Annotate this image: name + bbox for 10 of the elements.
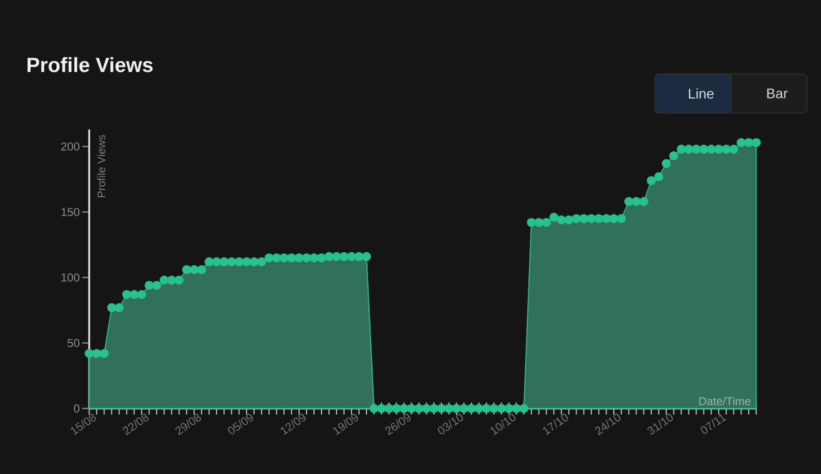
y-tick-label: 200: [61, 142, 80, 151]
y-tick-label: 100: [62, 273, 80, 282]
y-axis-title: Profile Views: [97, 135, 106, 198]
chart-title: Profile Views: [28, 57, 153, 72]
text: Line: [688, 88, 714, 99]
y-tick-label: 150: [62, 208, 80, 216]
y-tick-label: 0: [74, 404, 80, 413]
text: Bar: [767, 88, 788, 98]
y-tick-label: 50: [68, 338, 80, 348]
x-axis-title: Date/Time: [699, 396, 750, 406]
